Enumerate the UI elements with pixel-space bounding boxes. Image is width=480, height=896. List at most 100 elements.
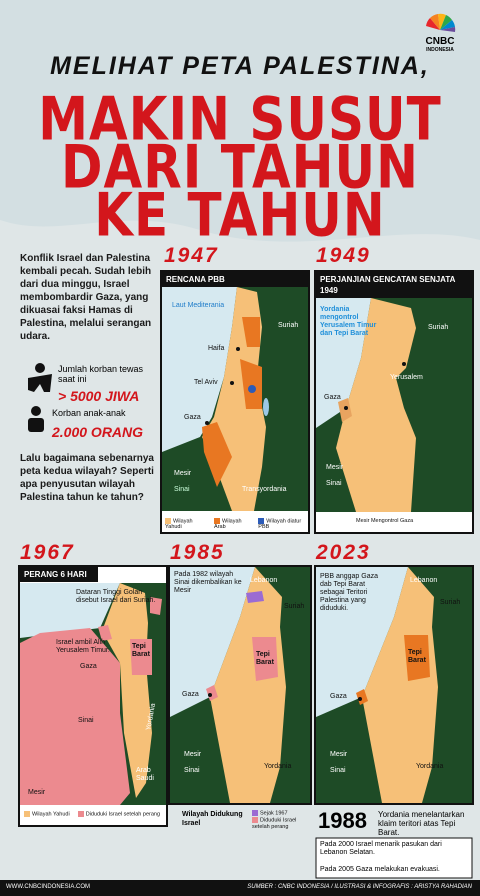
footer-bar: [0, 880, 480, 896]
logo-name: CNBC: [425, 36, 455, 47]
panel-header: RENCANA PBB: [162, 272, 308, 287]
map-note: PBB anggap Gaza dab Tepi Barat sebagai T…: [320, 573, 378, 612]
panel-header: PERANG 6 HARI: [20, 567, 98, 582]
map-label: Tepi Barat: [256, 651, 274, 666]
map-label: Gaza: [80, 663, 97, 670]
map-label: Suriah: [278, 322, 299, 329]
icon-victim: [28, 363, 52, 392]
stat-value: > 5000 JIWA: [58, 388, 140, 404]
map-label: Yordania: [264, 763, 292, 770]
logo: CNBC INDONESIA: [420, 36, 460, 54]
map-label: Sinai: [174, 486, 190, 493]
map-label: Laut Mediterania: [172, 302, 225, 309]
notes-box: [315, 837, 473, 879]
title-line: DARI TAHUN: [61, 132, 419, 202]
map-panel: RENCANA PBB Laut Mediterania Haifa Suria…: [160, 270, 310, 534]
stat-label: Korban anak-anak: [52, 408, 126, 418]
year: 1947: [164, 244, 219, 267]
legend-text: Wilayah diatur PBB: [258, 518, 302, 531]
map-label: Mesir: [174, 470, 192, 477]
map-label: Gaza: [330, 693, 347, 700]
footer-credit: SUMBER : CNBC INDONESIA / ILUSTRASI & IN…: [247, 884, 472, 890]
stat-label: Jumlah korban tewas saat ini: [58, 364, 144, 384]
intro: Konflik Israel dan Palestina kembali pec…: [20, 253, 152, 342]
legend-text: Diduduki Israel setelah perang: [252, 817, 297, 830]
map: [316, 567, 472, 803]
map-label: Mesir: [326, 464, 344, 471]
legend-text: Wilayah Yahudi: [165, 518, 193, 531]
year: 2023: [316, 541, 371, 564]
map: [162, 287, 308, 511]
timeline-year: 1988: [318, 808, 367, 833]
bg-map: [0, 0, 480, 242]
legend-item: Diduduki Israel setelah perang: [252, 817, 312, 830]
map-label: Gaza: [182, 691, 199, 698]
map-label: Sinai: [330, 767, 346, 774]
title-line: KE TAHUN: [94, 180, 386, 250]
map-label: Yordania: [416, 763, 444, 770]
map: [20, 583, 166, 805]
map-panel: Pada 1982 wilayah Sinai dikembalikan ke …: [168, 565, 312, 805]
map-label: Arab Saudi: [136, 767, 154, 782]
legend: Mesir Mengontrol Gaza: [356, 518, 413, 524]
title-line: MAKIN SUSUT: [38, 84, 442, 154]
logo-icon: [426, 13, 456, 32]
map-label: Suriah: [428, 324, 449, 331]
map-label: Mesir: [184, 751, 202, 758]
legend-text: Wilayah Arab: [214, 518, 242, 531]
map-panel: PERANG 6 HARI Dataran Tinggi Golan diseb…: [18, 565, 168, 827]
legend-title: Wilayah Didukung Israel: [182, 811, 243, 827]
map-label: Mesir: [330, 751, 348, 758]
map-label: Sinai: [78, 717, 94, 724]
timeline-note: Pada 2000 Israel menarik pasukan dari Le…: [320, 841, 442, 856]
timeline-note: Pada 2005 Gaza melakukan evakuasi.: [320, 866, 440, 873]
map-label: Tel Aviv: [194, 379, 218, 386]
legend-text: Wilayah Yahudi: [32, 811, 70, 818]
footer-website: WWW.CNBCINDONESIA.COM: [6, 884, 90, 890]
legend-item: Wilayah diatur PBB: [258, 518, 308, 530]
map-label: Suriah: [440, 599, 461, 606]
map-panel: PERJANJIAN GENCATAN SENJATA 1949 Yordani…: [314, 270, 474, 534]
year: 1967: [20, 541, 75, 564]
map-label: Sinai: [184, 767, 200, 774]
map-label: Gaza: [184, 414, 201, 421]
map-label: Tepi Barat: [132, 643, 150, 658]
map: [170, 567, 310, 803]
map-label: Israel ambil Alih Yerusalem Timur.: [56, 639, 110, 654]
map-label: Lebanon: [250, 577, 278, 584]
legend-item: Wilayah Yahudi: [165, 518, 206, 530]
timeline-text: Yordania menelantarkan klaim teritori at…: [378, 810, 465, 837]
map-label: Dataran Tinggi Golan disebut Israel dari…: [76, 589, 156, 604]
legend-text: Sejak 1967: [260, 810, 288, 817]
question: Lalu bagaimana sebenarnya peta kedua wil…: [20, 453, 154, 503]
map-label: Lebanon: [410, 577, 438, 584]
year: 1985: [170, 541, 225, 564]
legend-item: Sejak 1967: [252, 810, 288, 816]
legend: Wilayah Yahudi Wilayah Arab Wilayah diat…: [165, 518, 308, 530]
year: 1949: [316, 244, 371, 267]
map-note: Pada 1982 wilayah Sinai dikembalikan ke …: [174, 571, 242, 594]
map-label: Yordania mengontrol Yerusalem Timur dan …: [320, 306, 377, 337]
legend: Sejak 1967 Diduduki Israel setelah peran…: [252, 810, 312, 830]
map-label: Haifa: [208, 345, 225, 352]
map-panel: PBB anggap Gaza dab Tepi Barat sebagai T…: [314, 565, 474, 805]
legend-text: Mesir Mengontrol Gaza: [356, 518, 414, 524]
map-label: Tepi Barat: [408, 649, 426, 664]
map: [316, 298, 472, 512]
map-label: Mesir: [28, 789, 46, 796]
legend-item: Wilayah Arab: [214, 518, 250, 530]
legend: Wilayah Yahudi Diduduki Israel setelah p…: [24, 811, 160, 817]
icon-child: [28, 406, 44, 432]
legend-text: Diduduki Israel setelah perang: [85, 811, 161, 818]
stat-value: 2.000 ORANG: [52, 424, 144, 440]
legend-item: Diduduki Israel setelah perang: [77, 811, 161, 818]
panel-header: PERJANJIAN GENCATAN SENJATA 1949: [316, 272, 472, 298]
map-label: Transyordania: [242, 486, 287, 493]
legend-item: Wilayah Yahudi: [24, 811, 70, 817]
map-label: Yerusalem: [390, 374, 423, 381]
logo-sub: INDONESIA: [426, 47, 454, 53]
map-label: Gaza: [324, 394, 341, 401]
map-label: Sinai: [326, 480, 342, 487]
